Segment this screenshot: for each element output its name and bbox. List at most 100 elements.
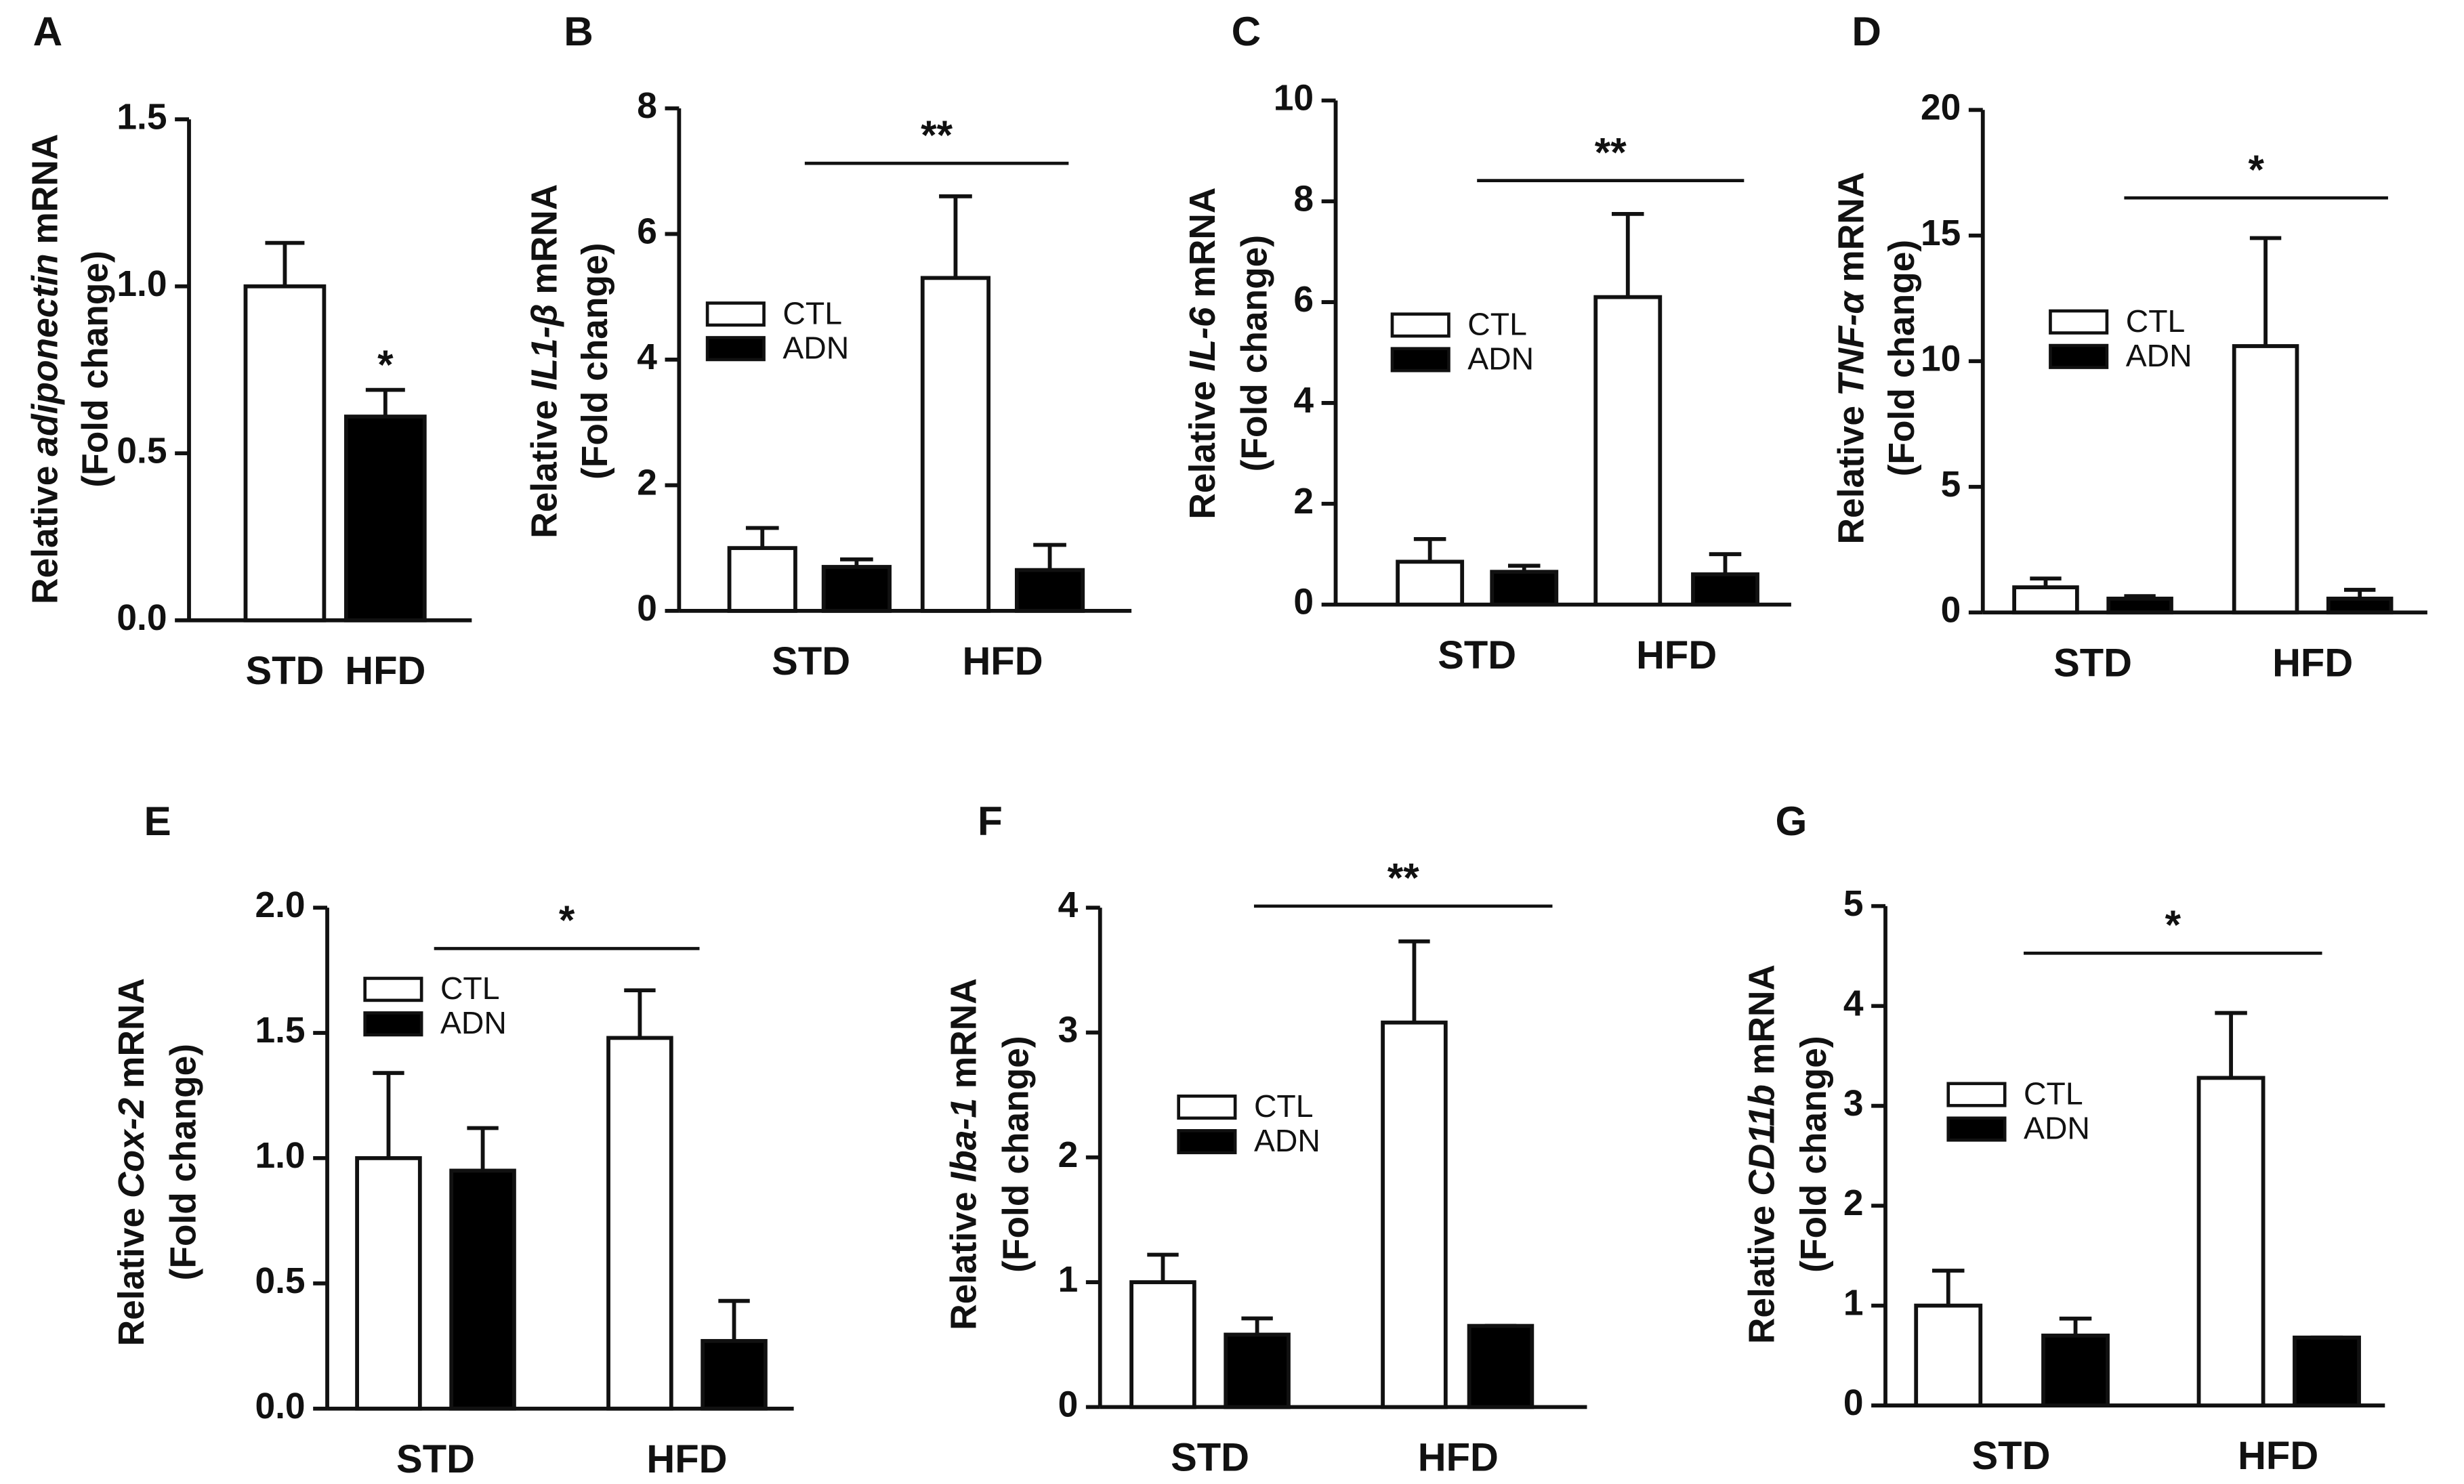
y-axis-label-2: (Fold change) — [76, 251, 116, 487]
y-axis-label: Relative IL-6 mRNA — [1183, 188, 1223, 520]
y-tick-label: 2 — [637, 463, 657, 503]
error-bar — [840, 557, 873, 567]
y-tick-label: 8 — [637, 86, 657, 126]
y-tick-label: 1.5 — [117, 97, 167, 137]
x-tick-label: HFD — [1418, 1437, 1499, 1480]
y-tick-label: 1.0 — [117, 264, 167, 304]
legend-label: CTL — [440, 971, 500, 1006]
y-tick-label: 0 — [1843, 1383, 1864, 1423]
y-axis-label: Relative Cox-2 mRNA — [112, 978, 152, 1346]
y-tick-label: 0.5 — [117, 431, 167, 471]
bar — [1593, 295, 1663, 607]
panel-label: B — [564, 8, 593, 54]
x-tick-label: HFD — [646, 1438, 727, 1481]
panel-label: A — [33, 8, 63, 54]
significance-label: * — [559, 897, 575, 943]
bar — [2041, 1333, 2110, 1407]
error-bar — [1931, 1269, 1965, 1306]
y-tick-label: 4 — [637, 337, 657, 377]
y-tick-label: 8 — [1293, 179, 1314, 219]
error-bar — [1241, 1316, 1273, 1335]
y-label-suffix: mRNA — [1183, 188, 1223, 298]
error-bar — [718, 1298, 750, 1341]
x-tick-label: STD — [1438, 634, 1516, 677]
bar — [701, 1338, 768, 1411]
error-bar — [2215, 1011, 2247, 1078]
y-axis-label-2: (Fold change) — [163, 1044, 203, 1280]
panel-label: G — [1775, 798, 1807, 844]
legend-label: CTL — [1254, 1088, 1314, 1124]
y-axis-label: Relative IL1-β mRNA — [525, 184, 565, 538]
x-tick-label: HFD — [2272, 641, 2353, 685]
y-label-suffix: mRNA — [112, 978, 152, 1088]
y-tick-label: 10 — [1921, 339, 1961, 379]
bar — [1381, 1020, 1448, 1409]
legend-swatch — [1946, 1082, 2007, 1107]
bar — [2293, 1335, 2361, 1407]
legend-swatch — [705, 301, 766, 327]
panel-label: C — [1232, 8, 1261, 54]
legend-swatch — [1177, 1129, 1237, 1155]
y-tick-label: 20 — [1921, 87, 1961, 127]
panel-label: D — [1852, 8, 1881, 54]
legend-label: CTL — [2024, 1076, 2083, 1111]
y-tick-label: 1.5 — [255, 1011, 305, 1051]
significance-label: ** — [921, 112, 953, 158]
y-axis-label: Relative TNF-α mRNA — [1832, 172, 1872, 545]
error-bar — [2344, 587, 2376, 599]
y-label-gene: CD11b — [1742, 1084, 1782, 1196]
error-bar — [2059, 1316, 2092, 1336]
x-tick-label: STD — [396, 1438, 475, 1481]
x-tick-label: STD — [1171, 1437, 1249, 1480]
y-tick-label: 2 — [1058, 1135, 1079, 1175]
y-tick-label: 2 — [1843, 1183, 1864, 1223]
bar — [2326, 596, 2394, 615]
y-label-gene: Cox-2 — [112, 1098, 152, 1198]
x-tick-label: STD — [1972, 1435, 2051, 1478]
y-tick-label: 2 — [1293, 482, 1314, 522]
x-tick-label: HFD — [345, 650, 425, 693]
y-tick-label: 1 — [1843, 1284, 1864, 1323]
error-bar — [2249, 236, 2282, 347]
error-bar — [1398, 939, 1430, 1023]
error-bar — [1147, 1252, 1179, 1283]
error-bar — [624, 988, 656, 1038]
y-tick-label: 0 — [1293, 582, 1314, 622]
bar — [2012, 585, 2079, 615]
y-tick-label: 5 — [1843, 884, 1864, 924]
error-bar — [2124, 594, 2156, 599]
y-tick-label: 0.5 — [255, 1261, 305, 1301]
bar — [243, 284, 327, 622]
y-label-gene: TNF-α — [1832, 291, 1872, 396]
legend-swatch — [2049, 343, 2109, 369]
y-tick-label: 10 — [1274, 78, 1314, 118]
legend-swatch — [705, 336, 766, 362]
y-tick-label: 0 — [637, 589, 657, 629]
x-tick-label: STD — [245, 650, 324, 693]
legend-label: ADN — [1467, 341, 1534, 377]
bar — [1467, 1323, 1534, 1409]
significance-label: * — [2165, 902, 2181, 948]
y-label-suffix: mRNA — [1832, 172, 1872, 282]
legend-swatch — [1177, 1095, 1237, 1120]
x-tick-label: HFD — [2238, 1435, 2318, 1478]
y-label-prefix: Relative — [25, 466, 65, 604]
x-tick-label: STD — [772, 640, 850, 683]
legend-swatch — [1390, 312, 1450, 338]
bar — [727, 546, 797, 613]
error-bar — [373, 1071, 404, 1158]
y-tick-label: 1.0 — [255, 1136, 305, 1176]
y-tick-label: 6 — [1293, 280, 1314, 320]
legend-label: CTL — [1467, 307, 1527, 342]
bar — [2106, 596, 2173, 615]
legend-swatch — [1390, 347, 1450, 373]
x-tick-label: STD — [2053, 641, 2132, 685]
error-bar — [745, 526, 779, 549]
y-tick-label: 4 — [1058, 885, 1079, 925]
significance-label: ** — [1595, 129, 1627, 175]
legend-swatch — [1946, 1116, 2007, 1142]
bar — [343, 415, 427, 622]
y-axis-label-2: (Fold change) — [1235, 235, 1275, 471]
y-tick-label: 0 — [1941, 590, 1961, 630]
bar — [821, 565, 892, 613]
